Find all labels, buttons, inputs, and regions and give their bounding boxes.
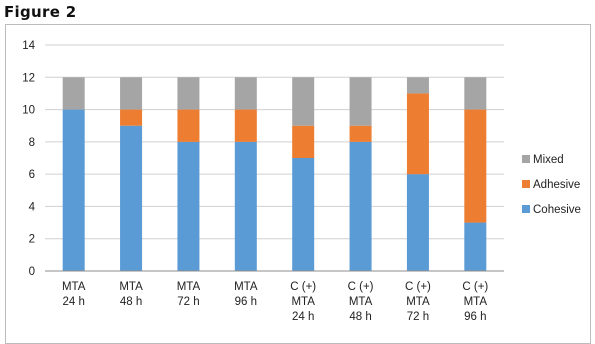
legend-label-adhesive: Adhesive [533, 179, 580, 191]
bar-segment-cohesive [464, 222, 487, 271]
x-tick-label: C (+) [348, 281, 374, 293]
x-tick-label: 48 h [349, 311, 371, 323]
x-tick-label: 96 h [464, 311, 486, 323]
bar-segment-mixed [349, 77, 372, 126]
x-tick-label: C (+) [462, 281, 488, 293]
y-tick-label: 2 [29, 234, 35, 246]
bars [62, 77, 487, 271]
bar-segment-adhesive [406, 93, 429, 175]
bar-segment-mixed [177, 77, 200, 110]
x-tick-label: MTA [234, 281, 258, 293]
bar-segment-cohesive [406, 174, 429, 271]
x-tick-label: 72 h [177, 296, 199, 308]
y-tick-label: 10 [22, 105, 35, 117]
legend-swatch-cohesive [522, 205, 530, 213]
bar-segment-adhesive [464, 109, 487, 223]
bar-segment-mixed [464, 77, 487, 110]
x-tick-label: MTA [349, 296, 373, 308]
y-tick-label: 4 [29, 201, 36, 213]
x-tick-label: 24 h [292, 311, 314, 323]
bar-segment-adhesive [292, 125, 315, 158]
bar-segment-cohesive [292, 158, 315, 271]
y-tick-label: 0 [29, 266, 35, 278]
bar-segment-cohesive [177, 141, 200, 271]
bar-segment-adhesive [177, 109, 200, 142]
y-tick-label: 14 [22, 40, 35, 52]
bar-segment-cohesive [234, 141, 257, 271]
x-tick-label: MTA [291, 296, 315, 308]
x-tick-label: C (+) [405, 281, 431, 293]
x-tick-label: C (+) [290, 281, 316, 293]
x-tick-label: MTA [464, 296, 488, 308]
x-tick-label: 48 h [120, 296, 142, 308]
figure-label: Figure 2 [4, 3, 77, 21]
bar-segment-adhesive [234, 109, 257, 142]
bar-segment-adhesive [349, 125, 372, 142]
gridlines [45, 44, 504, 240]
x-tick-label: 96 h [235, 296, 257, 308]
legend-swatch-mixed [522, 155, 530, 163]
y-axis: 0 2 4 6 8 10 12 14 [22, 40, 35, 278]
x-tick-label: 72 h [407, 311, 429, 323]
bar-segment-cohesive [120, 125, 143, 271]
legend: Mixed Adhesive Cohesive [522, 154, 581, 216]
legend-label-mixed: Mixed [533, 154, 564, 166]
legend-label-cohesive: Cohesive [533, 204, 581, 216]
x-tick-label: MTA [119, 281, 143, 293]
bar-segment-mixed [292, 77, 315, 126]
y-tick-label: 8 [29, 137, 35, 149]
x-tick-label: MTA [62, 281, 86, 293]
x-axis: MTA 24 h MTA 48 h MTA 72 h MTA 96 h C (+) MTA 24 h… [45, 270, 504, 323]
x-tick-label: MTA [406, 296, 430, 308]
bar-segment-mixed [234, 77, 257, 110]
bar-segment-mixed [406, 77, 429, 94]
bar-segment-cohesive [62, 109, 85, 271]
y-tick-label: 6 [29, 169, 35, 181]
stacked-bar-chart: 0 2 4 6 8 10 12 14 MTA 24 h MTA 48 h MTA 72 h MTA 96 h… [22, 40, 581, 323]
bar-segment-mixed [62, 77, 85, 110]
y-tick-label: 12 [22, 72, 35, 84]
bar-segment-adhesive [120, 109, 143, 126]
bar-segment-cohesive [349, 141, 372, 271]
x-tick-label: 24 h [62, 296, 84, 308]
bar-segment-mixed [120, 77, 143, 110]
x-tick-label: MTA [177, 281, 201, 293]
legend-swatch-adhesive [522, 180, 530, 188]
